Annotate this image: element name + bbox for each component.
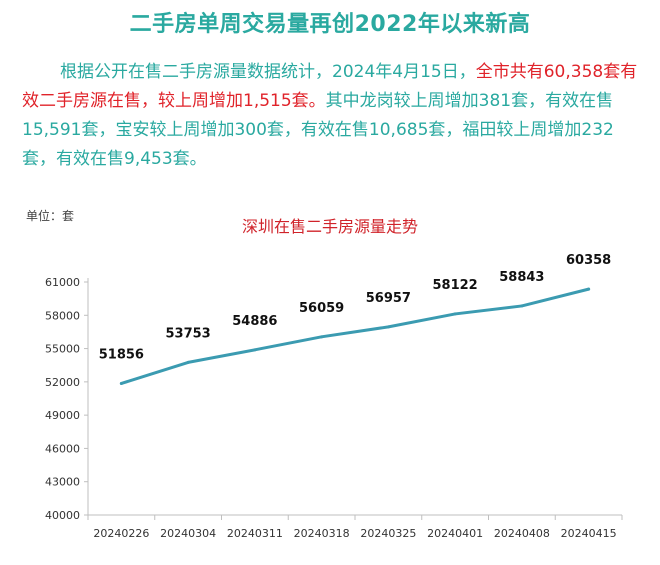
data-label: 56059 — [299, 301, 344, 316]
y-tick-label: 52000 — [45, 376, 80, 389]
data-point — [587, 287, 591, 291]
page-title: 二手房单周交易量再创2022年以来新高 — [129, 12, 531, 37]
unit-label: 单位：套 — [26, 209, 75, 223]
summary-paragraph: 根据公开在售二手房源量数据统计，2024年4月15日，全市共有60,358套有效… — [22, 58, 647, 174]
x-tick-label: 20240318 — [294, 527, 350, 540]
data-point — [320, 335, 324, 339]
data-point — [453, 312, 457, 316]
y-tick-label: 58000 — [45, 309, 80, 322]
x-tick-label: 20240408 — [494, 527, 550, 540]
y-tick-label: 46000 — [45, 442, 80, 455]
data-label: 58843 — [499, 270, 544, 285]
y-tick-label: 55000 — [45, 343, 80, 356]
y-tick-label: 49000 — [45, 409, 80, 422]
data-point — [386, 325, 390, 329]
series-line — [119, 287, 591, 385]
data-label: 54886 — [232, 314, 277, 329]
x-tick-label: 20240325 — [360, 527, 416, 540]
x-tick-label: 20240401 — [427, 527, 483, 540]
chart-title: 深圳在售二手房源量走势 — [241, 217, 418, 236]
data-label: 58122 — [433, 278, 478, 293]
data-label: 60358 — [566, 253, 611, 268]
x-tick-label: 20240415 — [561, 527, 617, 540]
x-tick-label: 20240226 — [93, 527, 149, 540]
data-label: 53753 — [166, 326, 211, 341]
y-tick-label: 43000 — [45, 476, 80, 489]
x-tick-label: 20240304 — [160, 527, 216, 540]
data-point — [253, 348, 257, 352]
y-tick-label: 40000 — [45, 509, 80, 522]
data-point — [119, 381, 123, 385]
data-point — [186, 360, 190, 364]
x-tick-label: 20240311 — [227, 527, 283, 540]
data-label: 56957 — [366, 291, 411, 306]
y-tick-label: 61000 — [45, 276, 80, 289]
summary-highlight: 全市共有60,358套有效二手房源在售，较上周增加1,515套。 — [22, 62, 638, 111]
data-point — [520, 304, 524, 308]
summary-part1: 根据公开在售二手房源量数据统计，2024年4月15日， — [60, 62, 476, 82]
data-label: 51856 — [99, 347, 144, 362]
summary-part2: 其中龙岗较上周增加381套，有效在售15,591套，宝安较上周增加300套，有效… — [22, 91, 614, 169]
